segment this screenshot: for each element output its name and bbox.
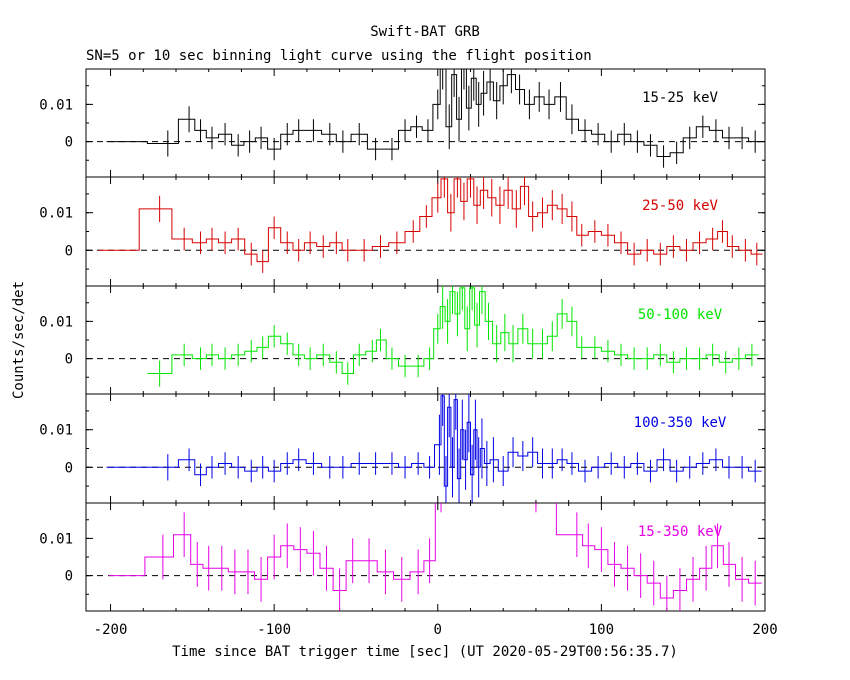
series-3 [106,394,762,503]
panel-frame [85,502,766,612]
y-tick-label: 0.01 [39,97,73,113]
panel-frame [85,285,766,395]
panel-frame [85,176,766,287]
y-tick-label: 0.01 [39,423,73,439]
panel-2: 0 0.01 50-100 keV [39,285,766,395]
light-curve-line [106,69,762,157]
x-tick-label: 200 [752,622,777,638]
band-label: 15-25 keV [642,90,718,106]
series-4 [108,503,762,611]
y-tick-label: 0.01 [39,314,73,330]
chart-subtitle: SN=5 or 10 sec binning light curve using… [86,48,592,64]
series-1 [98,177,763,273]
panel-0: 0 0.01 15-25 keV [39,68,766,178]
y-tick-label: 0 [65,569,73,585]
band-label: 100-350 keV [634,415,727,431]
y-tick-label: 0.01 [39,206,73,222]
light-curve-line [106,395,762,487]
band-label: 50-100 keV [638,307,723,323]
x-tick-label: 100 [589,622,614,638]
light-curve-line [98,178,763,263]
y-axis-label: Counts/sec/det [11,281,27,399]
light-curve-line [108,503,762,599]
y-tick-label: 0 [65,460,73,476]
y-tick-label: 0.01 [39,531,73,547]
y-tick-label: 0 [65,243,73,259]
panel-4: 0 0.01 15-350 keV [39,502,766,612]
panel-1: 0 0.01 25-50 keV [39,176,766,287]
band-label: 25-50 keV [642,198,718,214]
series-2 [147,286,759,387]
y-tick-label: 0 [65,135,73,151]
panel-3: 0 0.01 100-350 keV [39,393,766,504]
x-axis-label: Time since BAT trigger time [sec] (UT 20… [172,644,678,660]
x-tick-label: 0 [434,622,442,638]
x-tick-label: -100 [257,622,291,638]
series-0 [106,69,762,168]
chart-title: Swift-BAT GRB [370,24,480,40]
y-tick-label: 0 [65,352,73,368]
band-label: 15-350 keV [638,524,723,540]
x-tick-label: -200 [94,622,128,638]
light-curve-line [147,287,759,374]
